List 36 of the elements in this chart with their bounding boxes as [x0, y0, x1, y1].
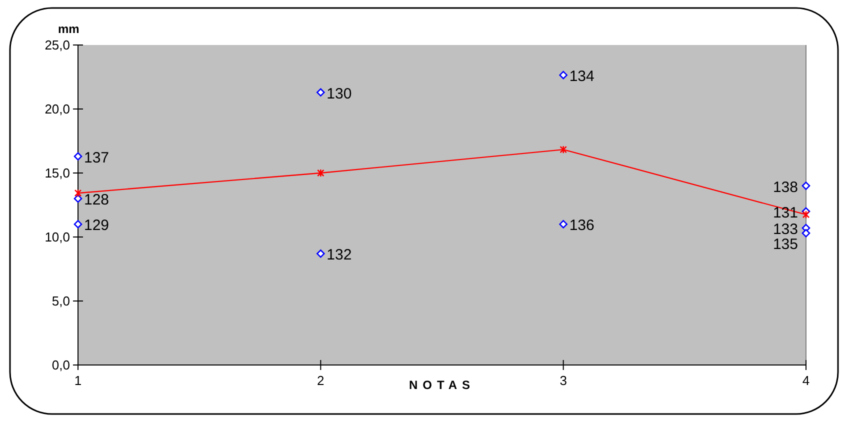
y-tick-label: 15,0 [44, 166, 70, 181]
x-tick-label: 3 [560, 373, 567, 388]
y-tick-label: 0,0 [52, 358, 70, 373]
annotation: 137 [84, 149, 110, 166]
annotation: 131 [772, 204, 798, 222]
x-tick-label: 4 [802, 373, 810, 388]
annotation: 129 [84, 217, 110, 234]
annotation: 138 [772, 178, 798, 196]
point [74, 194, 82, 203]
y-tick-label: 10,0 [44, 230, 70, 245]
point [316, 88, 325, 97]
y-tick-label: 25,0 [44, 38, 70, 53]
point [317, 168, 324, 178]
y-tick-label: 5,0 [52, 294, 70, 309]
annotation: 128 [84, 192, 110, 209]
y-axis-title: mm [58, 22, 80, 36]
point [802, 229, 810, 238]
annotation: 133 [772, 221, 798, 238]
point [802, 182, 810, 190]
point [802, 210, 810, 219]
point [559, 70, 568, 80]
annotation: 135 [772, 236, 798, 254]
x-tick-label: 2 [317, 373, 324, 388]
point [559, 220, 568, 228]
x-axis-title: NOTAS [408, 378, 476, 392]
annotation: 130 [326, 85, 352, 102]
point [560, 145, 567, 154]
annotation: 132 [326, 246, 352, 264]
annotation: 136 [569, 217, 594, 234]
point [316, 249, 325, 258]
y-tick-label: 20,0 [44, 102, 70, 117]
point [74, 220, 82, 228]
annotation: 134 [569, 68, 594, 86]
x-tick-label: 1 [74, 373, 82, 388]
point [74, 152, 82, 161]
point [74, 188, 82, 198]
